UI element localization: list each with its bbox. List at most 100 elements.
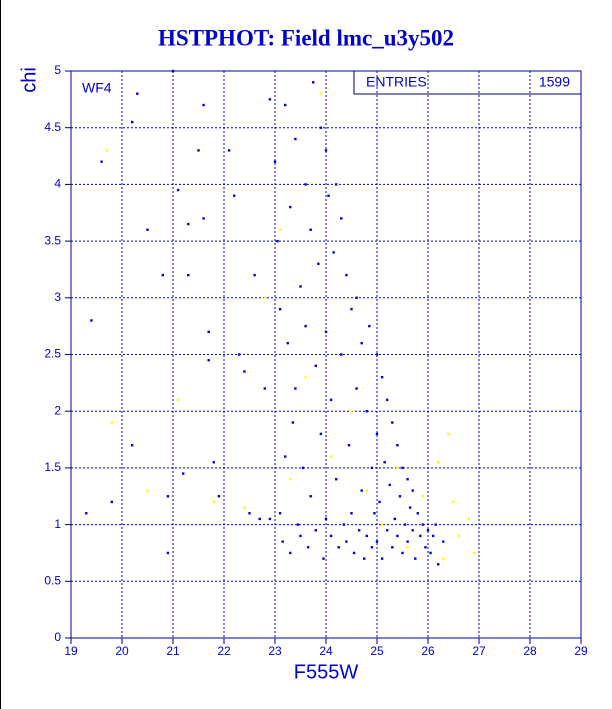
x-tick-label: 26 xyxy=(421,644,435,658)
point xyxy=(335,183,338,186)
point xyxy=(166,551,170,555)
point xyxy=(350,410,353,413)
point xyxy=(457,534,460,538)
point xyxy=(393,517,397,521)
point xyxy=(360,341,363,345)
point xyxy=(403,523,407,526)
point xyxy=(296,523,300,526)
x-tick-label: 21 xyxy=(166,644,180,658)
point xyxy=(202,103,205,107)
point xyxy=(263,296,266,299)
point xyxy=(306,546,310,549)
point xyxy=(421,523,425,526)
x-axis-label: F555W xyxy=(294,661,359,683)
point xyxy=(467,517,470,521)
point xyxy=(332,251,335,254)
point xyxy=(176,188,180,192)
point xyxy=(324,330,328,334)
point xyxy=(378,500,381,504)
point xyxy=(217,495,221,498)
point xyxy=(299,534,302,538)
point xyxy=(396,466,399,470)
point xyxy=(434,523,437,526)
point xyxy=(105,149,108,152)
point xyxy=(337,546,340,549)
point xyxy=(314,364,317,368)
point xyxy=(278,307,282,311)
point xyxy=(301,466,305,470)
point xyxy=(406,478,409,481)
point xyxy=(406,546,409,549)
y-tick-label: 3 xyxy=(54,290,61,304)
point xyxy=(327,194,330,197)
point xyxy=(238,353,241,356)
point xyxy=(281,540,284,543)
point xyxy=(202,217,205,220)
point xyxy=(227,149,231,152)
x-tick-label: 25 xyxy=(370,644,384,658)
point xyxy=(146,228,149,231)
x-tick-label: 22 xyxy=(217,644,231,658)
point xyxy=(472,551,476,555)
point xyxy=(309,495,312,498)
point xyxy=(284,455,287,458)
point xyxy=(258,517,261,521)
point xyxy=(340,353,343,356)
point xyxy=(131,120,134,124)
point xyxy=(375,353,379,356)
x-tick-label: 29 xyxy=(574,644,588,658)
point xyxy=(414,557,417,560)
point xyxy=(146,489,149,492)
point xyxy=(452,500,455,504)
y-tick-label: 2.5 xyxy=(44,347,61,361)
y-tick-label: 0.5 xyxy=(44,573,61,587)
point xyxy=(136,92,139,95)
point xyxy=(329,455,333,458)
point xyxy=(411,529,414,532)
point xyxy=(233,194,236,197)
point xyxy=(212,461,215,464)
point xyxy=(291,421,295,424)
point xyxy=(365,534,368,538)
stats-label: ENTRIES xyxy=(366,74,427,90)
point xyxy=(294,137,297,141)
point xyxy=(411,489,414,492)
point xyxy=(294,387,297,390)
chart-title: HSTPHOT: Field lmc_u3y502 xyxy=(158,25,454,50)
point xyxy=(355,296,358,299)
point xyxy=(263,387,266,390)
point xyxy=(161,273,164,277)
point xyxy=(322,557,325,560)
point xyxy=(319,432,323,436)
point xyxy=(437,461,440,464)
point xyxy=(85,512,88,515)
point xyxy=(386,529,389,532)
point xyxy=(401,551,404,555)
point xyxy=(284,103,287,107)
point xyxy=(131,444,134,447)
x-tick-label: 24 xyxy=(319,644,333,658)
point xyxy=(342,523,346,526)
point xyxy=(360,489,363,492)
point xyxy=(396,534,399,538)
point xyxy=(421,495,425,498)
point xyxy=(278,512,282,515)
point xyxy=(273,160,277,163)
point xyxy=(352,551,356,555)
point xyxy=(368,324,371,328)
point xyxy=(243,506,246,509)
y-tick-label: 4 xyxy=(54,177,61,191)
point xyxy=(350,307,353,311)
point xyxy=(398,495,402,498)
x-tick-label: 27 xyxy=(472,644,486,658)
point xyxy=(207,358,210,362)
point xyxy=(357,529,361,532)
x-tick-label: 19 xyxy=(64,644,78,658)
y-tick-label: 0 xyxy=(54,630,61,644)
point xyxy=(110,421,113,424)
point xyxy=(304,375,307,379)
point xyxy=(375,540,379,543)
y-axis-label: chi xyxy=(18,67,40,93)
point xyxy=(187,273,190,277)
